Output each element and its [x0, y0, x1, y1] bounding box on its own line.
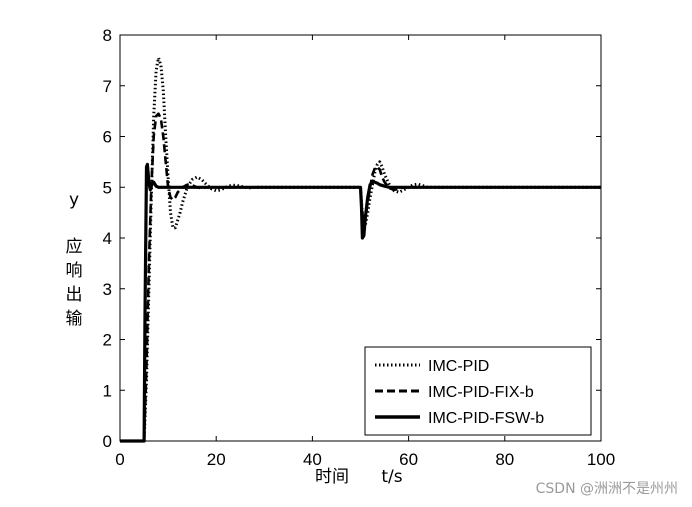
- legend: IMC-PID IMC-PID-FIX-b IMC-PID-FSW-b: [364, 346, 592, 436]
- x-tick-label: 100: [587, 450, 615, 469]
- legend-label-imc-pid-fsw-b: IMC-PID-FSW-b: [428, 410, 544, 427]
- x-axis-title-cn: 时间: [315, 467, 349, 487]
- legend-label-imc-pid-fix-b: IMC-PID-FIX-b: [428, 384, 534, 401]
- series-line-imc-pid-fsw-b: [120, 162, 601, 443]
- y-axis-title-char-4: 输: [66, 309, 83, 329]
- series-line-imc-pid: [120, 56, 601, 443]
- y-tick-label: 0: [103, 432, 112, 451]
- y-tick-label: 1: [103, 381, 112, 400]
- x-tick-label: 60: [399, 450, 418, 469]
- y-axis-title-var: y: [69, 190, 79, 210]
- x-tick-label: 20: [207, 450, 226, 469]
- y-axis-title-char-3: 出: [66, 285, 83, 305]
- series-layer: [120, 56, 601, 443]
- x-tick-label: 80: [495, 450, 514, 469]
- y-tick-label: 4: [103, 229, 112, 248]
- y-tick-label: 2: [103, 331, 112, 350]
- y-tick-label: 6: [103, 128, 112, 147]
- y-tick-label: 3: [103, 280, 112, 299]
- y-tick-label: 8: [103, 26, 112, 45]
- x-tick-label: 0: [115, 450, 124, 469]
- y-axis-title-char-2: 响: [66, 261, 83, 281]
- y-axis-title-char-1: 应: [66, 237, 83, 257]
- y-tick-label: 7: [103, 77, 112, 96]
- y-tick-label: 5: [103, 178, 112, 197]
- watermark-text: CSDN @洲洲不是州州: [536, 481, 678, 497]
- series-line-imc-pid-fix-b: [120, 112, 601, 443]
- legend-label-imc-pid: IMC-PID: [428, 358, 489, 375]
- tick-layer: 0 20 40 60 80 100 0 1 2 3 4 5 6 7 8: [103, 26, 616, 469]
- x-tick-label: 40: [303, 450, 322, 469]
- x-axis-title-unit: t/s: [381, 467, 402, 487]
